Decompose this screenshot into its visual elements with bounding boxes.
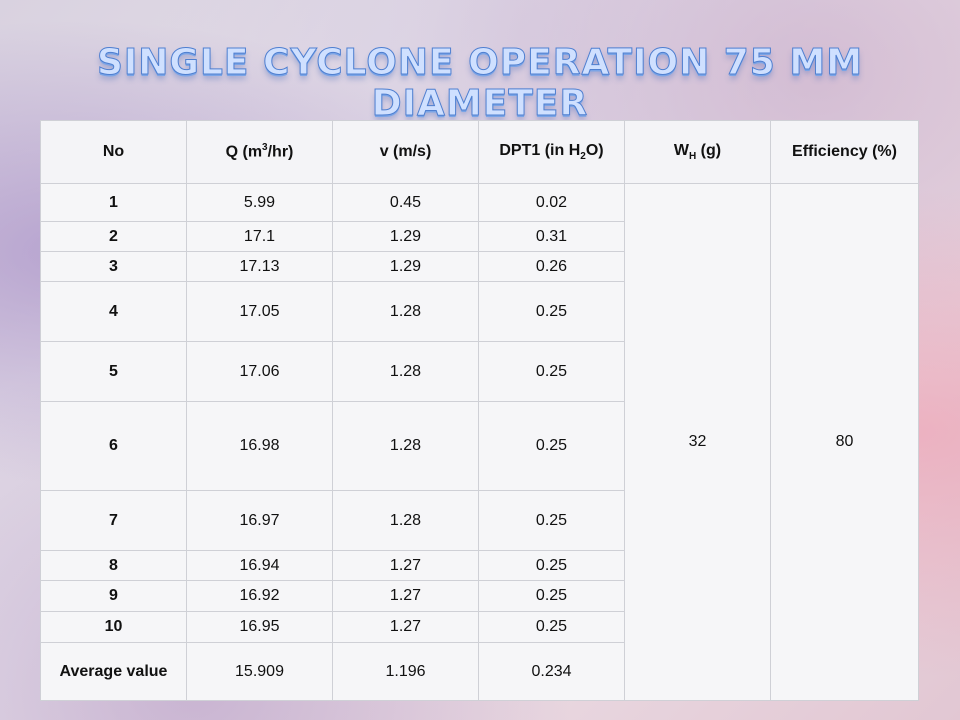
cell-no: 8: [40, 550, 187, 581]
cell-average-label: Average value: [40, 642, 187, 701]
table-row: 7 16.97 1.28 0.25: [40, 490, 919, 551]
slide-title: SINGLE CYCLONE OPERATION 75 MM DIAMETER: [96, 42, 864, 125]
cell-no: 4: [40, 281, 187, 342]
cell-flow-rate: 16.98: [186, 401, 333, 491]
header-efficiency: Efficiency (%): [770, 120, 919, 184]
cell-pressure-drop: 0.25: [478, 490, 625, 551]
average-row: Average value 15.909 1.196 0.234: [40, 642, 919, 701]
cell-no: 5: [40, 341, 187, 402]
cell-no: 1: [40, 183, 187, 222]
cell-velocity: 1.28: [332, 401, 479, 491]
cell-flow-rate: 17.05: [186, 281, 333, 342]
header-no: No: [40, 120, 187, 184]
cell-no: 9: [40, 580, 187, 612]
cell-flow-rate: 17.1: [186, 221, 333, 252]
cell-no: 6: [40, 401, 187, 491]
cell-pressure-drop: 0.25: [478, 281, 625, 342]
table-row: 3 17.13 1.29 0.26: [40, 251, 919, 282]
cell-pressure-drop: 0.25: [478, 580, 625, 612]
cell-pressure-drop: 0.02: [478, 183, 625, 222]
cell-flow-rate: 17.13: [186, 251, 333, 282]
cell-velocity: 0.45: [332, 183, 479, 222]
cell-pressure-drop: 0.25: [478, 341, 625, 402]
header-row: No Q (m3/hr) v (m/s) DPT1 (in H2O) WH (g…: [40, 120, 919, 184]
cell-average-pressure-drop: 0.234: [478, 642, 625, 701]
cell-velocity: 1.28: [332, 490, 479, 551]
header-flow-rate: Q (m3/hr): [186, 120, 333, 184]
table-row: 9 16.92 1.27 0.25: [40, 580, 919, 612]
cell-flow-rate: 17.06: [186, 341, 333, 402]
cell-flow-rate: 16.92: [186, 580, 333, 612]
table-row: 6 16.98 1.28 0.25: [40, 401, 919, 491]
cell-pressure-drop: 0.25: [478, 611, 625, 643]
cell-flow-rate: 16.95: [186, 611, 333, 643]
header-velocity: v (m/s): [332, 120, 479, 184]
cell-velocity: 1.27: [332, 550, 479, 581]
cell-average-velocity: 1.196: [332, 642, 479, 701]
header-weight: WH (g): [624, 120, 771, 184]
cell-pressure-drop: 0.25: [478, 550, 625, 581]
cell-velocity: 1.27: [332, 611, 479, 643]
cell-efficiency-value: 80: [770, 183, 919, 701]
cell-velocity: 1.29: [332, 221, 479, 252]
cell-flow-rate: 16.97: [186, 490, 333, 551]
cell-no: 10: [40, 611, 187, 643]
cell-no: 2: [40, 221, 187, 252]
table-row: 5 17.06 1.28 0.25: [40, 341, 919, 402]
cell-velocity: 1.28: [332, 281, 479, 342]
cell-flow-rate: 16.94: [186, 550, 333, 581]
cell-average-flow-rate: 15.909: [186, 642, 333, 701]
cell-pressure-drop: 0.26: [478, 251, 625, 282]
cell-no: 7: [40, 490, 187, 551]
cell-velocity: 1.29: [332, 251, 479, 282]
cell-velocity: 1.27: [332, 580, 479, 612]
table-row: 4 17.05 1.28 0.25: [40, 281, 919, 342]
table-row: 1 5.99 0.45 0.02 32 80: [40, 183, 919, 701]
cell-pressure-drop: 0.25: [478, 401, 625, 491]
table-row: 10 16.95 1.27 0.25: [40, 611, 919, 643]
cell-no: 3: [40, 251, 187, 282]
cell-pressure-drop: 0.31: [478, 221, 625, 252]
table-row: 8 16.94 1.27 0.25: [40, 550, 919, 581]
header-pressure-drop: DPT1 (in H2O): [478, 120, 625, 184]
cell-velocity: 1.28: [332, 341, 479, 402]
cell-weight-value: 32: [624, 183, 771, 701]
cell-flow-rate: 5.99: [186, 183, 333, 222]
results-table: No Q (m3/hr) v (m/s) DPT1 (in H2O) WH (g…: [40, 120, 919, 701]
